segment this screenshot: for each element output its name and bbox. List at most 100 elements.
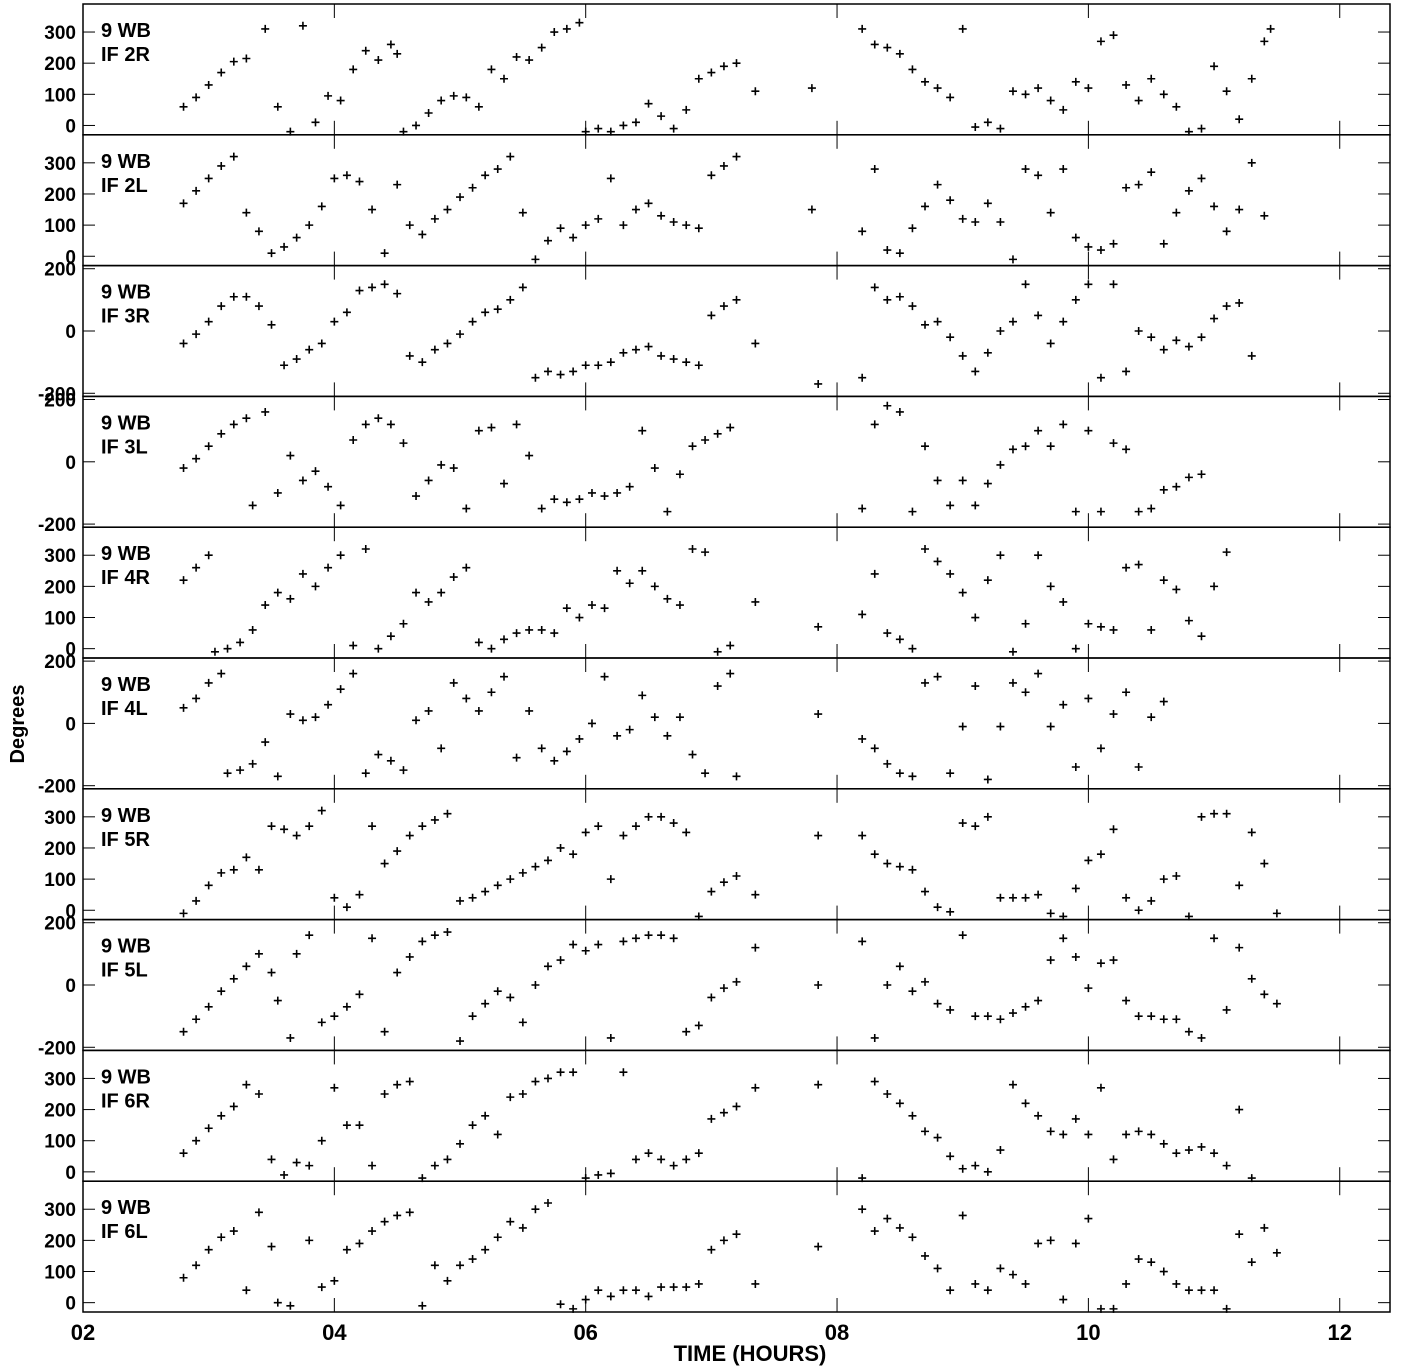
- data-point: [1210, 1149, 1219, 1158]
- data-point: [1008, 87, 1017, 96]
- data-point: [707, 171, 716, 180]
- data-point: [242, 208, 251, 217]
- data-point: [1235, 205, 1244, 214]
- data-point: [707, 993, 716, 1002]
- data-point: [1122, 893, 1131, 902]
- data-point: [1235, 881, 1244, 890]
- data-point: [493, 987, 502, 996]
- data-point: [1046, 1236, 1055, 1245]
- data-point: [418, 230, 427, 239]
- data-point: [1071, 1239, 1080, 1248]
- data-point: [732, 977, 741, 986]
- data-point: [1197, 470, 1206, 479]
- data-point: [619, 121, 628, 130]
- data-point: [380, 280, 389, 289]
- data-point: [273, 588, 282, 597]
- data-point: [1084, 1214, 1093, 1223]
- data-point: [719, 62, 728, 71]
- data-point: [694, 224, 703, 233]
- data-point: [531, 1205, 540, 1214]
- data-point: [1172, 208, 1181, 217]
- data-point: [317, 339, 326, 348]
- data-point: [1197, 124, 1206, 133]
- data-point: [456, 1261, 465, 1270]
- data-point: [858, 504, 867, 513]
- data-point: [996, 551, 1005, 560]
- data-point: [581, 221, 590, 230]
- data-point: [500, 74, 509, 83]
- data-point: [1210, 934, 1219, 943]
- data-point: [1172, 1279, 1181, 1288]
- panel-source-label: 9 WB: [101, 1197, 151, 1219]
- data-point: [273, 488, 282, 497]
- data-point: [921, 977, 930, 986]
- data-point: [330, 1276, 339, 1285]
- data-point: [701, 548, 710, 557]
- data-point: [971, 123, 980, 132]
- y-tick-label: 200: [44, 914, 76, 935]
- data-point: [280, 1170, 289, 1179]
- data-point: [468, 1121, 477, 1130]
- data-point: [675, 601, 684, 610]
- data-point: [336, 501, 345, 510]
- data-point: [983, 199, 992, 208]
- y-tick-label: 200: [44, 1101, 76, 1122]
- data-point: [204, 1002, 213, 1011]
- data-point: [336, 551, 345, 560]
- data-point: [487, 65, 496, 74]
- data-point: [1210, 582, 1219, 591]
- data-point: [946, 196, 955, 205]
- data-point: [1134, 560, 1143, 569]
- data-point: [1071, 644, 1080, 653]
- data-point: [355, 286, 364, 295]
- data-point: [644, 812, 653, 821]
- data-point: [462, 504, 471, 513]
- data-point: [1222, 809, 1231, 818]
- data-point: [204, 1245, 213, 1254]
- data-point: [1084, 1130, 1093, 1139]
- y-tick-label: 300: [44, 23, 76, 44]
- data-point: [971, 1161, 980, 1170]
- data-point: [719, 984, 728, 993]
- data-point: [1021, 688, 1030, 697]
- data-point: [1222, 1005, 1231, 1014]
- data-point: [688, 442, 697, 451]
- data-point: [594, 361, 603, 370]
- data-point: [619, 1286, 628, 1295]
- data-point: [996, 1015, 1005, 1024]
- data-point: [701, 769, 710, 778]
- data-point: [921, 678, 930, 687]
- data-point: [732, 1102, 741, 1111]
- data-point: [342, 1002, 351, 1011]
- y-tick-label: 200: [44, 577, 76, 598]
- data-point: [613, 731, 622, 740]
- data-point: [1134, 96, 1143, 105]
- data-point: [726, 641, 735, 650]
- data-point: [644, 1149, 653, 1158]
- data-point: [1034, 1111, 1043, 1120]
- data-point: [870, 569, 879, 578]
- data-point: [1046, 582, 1055, 591]
- data-point: [575, 18, 584, 27]
- data-point: [192, 330, 201, 339]
- data-point: [983, 576, 992, 585]
- data-point: [719, 878, 728, 887]
- data-point: [814, 1242, 823, 1251]
- data-point: [675, 713, 684, 722]
- data-point: [1159, 576, 1168, 585]
- data-point: [556, 1068, 565, 1077]
- data-point: [443, 928, 452, 937]
- data-point: [732, 872, 741, 880]
- data-point: [374, 644, 383, 653]
- data-point: [556, 1300, 565, 1309]
- data-point: [895, 635, 904, 644]
- data-point: [217, 68, 226, 77]
- data-point: [1210, 1286, 1219, 1295]
- data-point: [298, 569, 307, 578]
- data-point: [858, 1205, 867, 1214]
- data-point: [883, 295, 892, 304]
- y-tick-label: -200: [38, 515, 76, 536]
- data-point: [619, 348, 628, 357]
- data-point: [424, 109, 433, 117]
- data-point: [908, 865, 917, 874]
